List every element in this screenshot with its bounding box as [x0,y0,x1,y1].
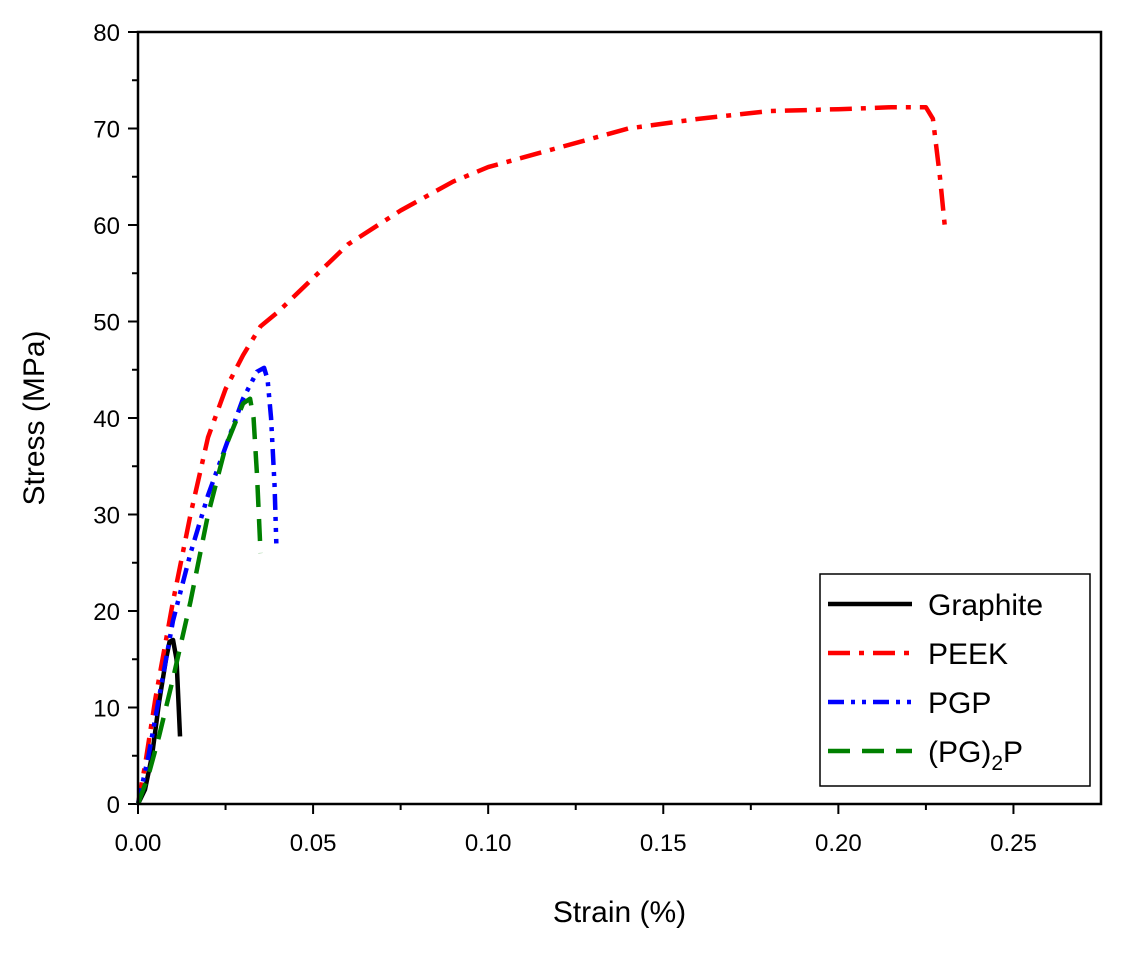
series-layer [135,105,948,805]
y-axis-title: Stress (MPa) [18,330,51,505]
y-tick-label: 70 [93,117,120,144]
legend: Graphite PEEK PGP (PG)2P [819,573,1091,787]
y-tick-label: 50 [93,310,120,337]
y-tick-label: 60 [93,213,120,240]
y-tick-label: 10 [93,696,120,723]
x-axis-title: Strain (%) [553,896,686,929]
y-tick-label: 0 [107,792,120,819]
y-tick-label: 40 [93,406,120,433]
series-line-0 [135,637,183,805]
x-tick-label: 0.25 [990,830,1037,857]
ticks-layer: 0.00 0.05 0.10 0.15 0.20 0.25 0 10 20 30 40 50 60 70 8… [93,20,1037,857]
y-tick-label: 80 [93,20,120,47]
plot-area-frame [136,30,1103,806]
y-tick-label: 30 [93,503,120,530]
x-tick-label: 0.20 [815,830,862,857]
series-line-3 [135,396,263,805]
legend-label-1: PEEK [928,638,1008,671]
x-tick-label: 0.05 [290,830,337,857]
x-tick-label: 0.10 [465,830,512,857]
x-tick-label: 0.00 [115,830,162,857]
x-tick-label: 0.15 [640,830,687,857]
y-tick-label: 20 [93,599,120,626]
legend-label-0: Graphite [928,589,1043,622]
series-line-1 [135,105,948,805]
legend-label-3: (PG)2P [928,736,1023,775]
legend-label-2: PGP [928,687,991,720]
series-line-2 [135,365,279,805]
